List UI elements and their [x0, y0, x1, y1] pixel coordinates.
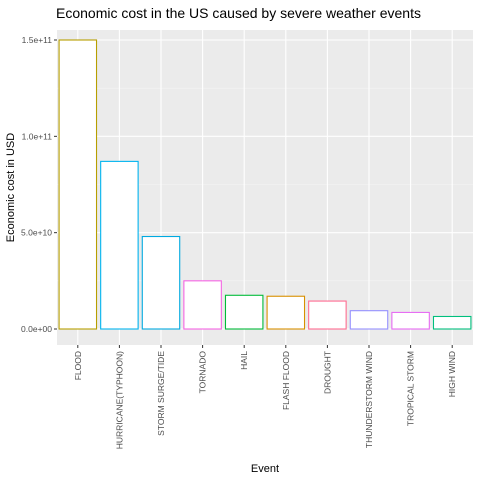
x-tick-label: HAIL [239, 351, 249, 370]
x-axis: FLOOD HURRICANE(TYPHOON) STORM SURGE/TIDE T… [73, 345, 457, 449]
bar [100, 160, 139, 330]
y-tick-label: 5.0e+10 [21, 228, 52, 238]
bar [224, 294, 264, 330]
y-axis: 0.0e+00 5.0e+10 1.0e+11 1.5e+11 [21, 35, 57, 334]
bar [432, 315, 472, 330]
x-tick-label: FLASH FLOOD [281, 351, 291, 410]
bar [141, 235, 181, 330]
x-tick-label: STORM SURGE/TIDE [156, 351, 166, 436]
bar [266, 295, 306, 330]
x-tick-label: TROPICAL STORM [406, 351, 416, 426]
x-axis-title: Event [251, 463, 279, 475]
x-tick-label: DROUGHT [322, 351, 332, 394]
bar [391, 311, 430, 330]
x-tick-label: FLOOD [73, 351, 83, 380]
chart-title: Economic cost in the US caused by severe… [56, 5, 421, 21]
x-tick-label: THUNDERSTORM WIND [364, 351, 374, 448]
bar [183, 280, 222, 330]
bar [349, 310, 389, 330]
bar [58, 39, 98, 330]
bar [308, 300, 347, 330]
bars [58, 39, 472, 330]
y-tick-label: 1.5e+11 [22, 35, 53, 45]
y-tick-label: 1.0e+11 [22, 131, 53, 141]
y-axis-title: Economic cost in USD [5, 133, 17, 242]
x-tick-label: HURRICANE(TYPHOON) [114, 351, 124, 449]
x-tick-label: TORNADO [198, 351, 208, 394]
x-tick-label: HIGH WIND [447, 351, 457, 397]
y-tick-label: 0.0e+00 [21, 324, 52, 334]
